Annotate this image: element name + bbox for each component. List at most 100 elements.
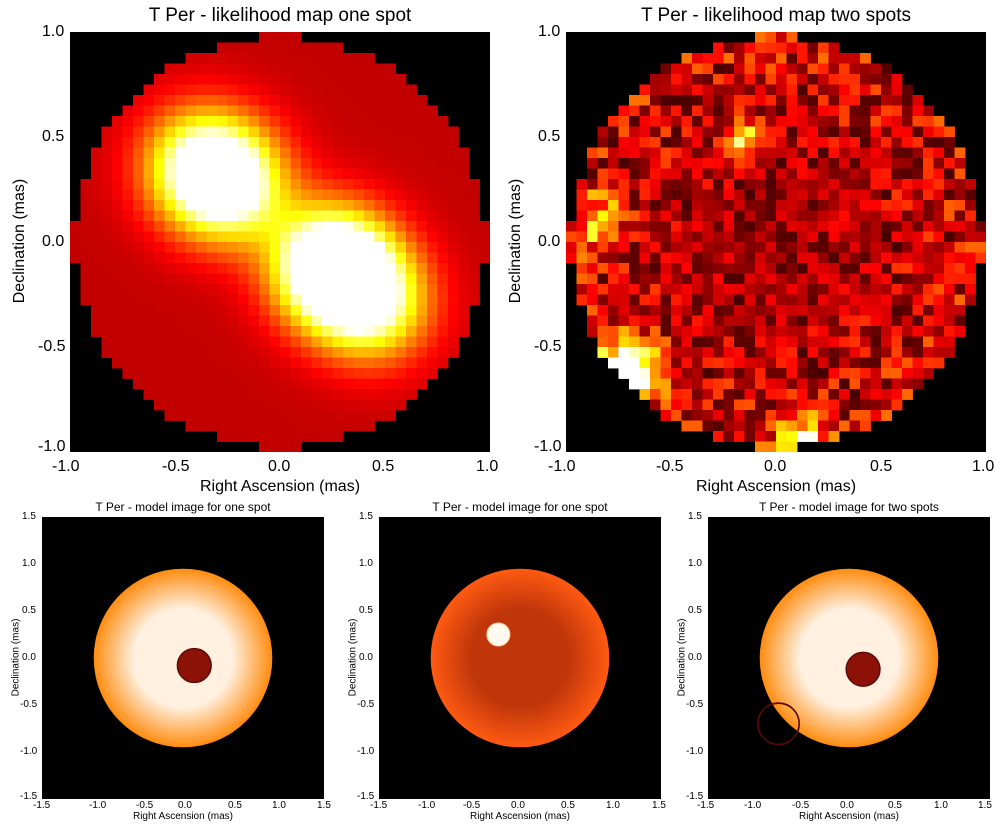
heatmap-cell <box>860 263 871 274</box>
heatmap-cell <box>933 116 945 127</box>
heatmap-cell <box>765 158 777 169</box>
heatmap-cell <box>217 168 228 180</box>
heatmap-cell <box>122 294 134 306</box>
heatmap-cell <box>828 221 840 232</box>
heatmap-cell <box>818 63 829 75</box>
heatmap-cell <box>364 284 375 295</box>
heatmap-cell <box>681 284 693 295</box>
heatmap-cell <box>248 137 260 148</box>
heatmap-cell <box>448 242 459 253</box>
heatmap-cell <box>280 441 291 452</box>
heatmap-cell <box>881 284 892 295</box>
heatmap-cell <box>416 357 428 369</box>
heatmap-cell <box>692 137 703 148</box>
heatmap-cell <box>248 210 260 222</box>
heatmap-cell <box>881 368 892 379</box>
x-axis-label: Right Ascension (mas) <box>469 811 571 822</box>
heatmap-cell <box>122 357 134 369</box>
heatmap-cell <box>713 53 724 64</box>
star-spot <box>845 651 881 687</box>
heatmap-cell <box>881 126 892 138</box>
heatmap-cell <box>427 284 438 295</box>
heatmap-cell <box>755 294 766 306</box>
heatmap-cell <box>870 116 882 127</box>
heatmap-cell <box>723 357 735 369</box>
heatmap-cell <box>290 336 302 348</box>
chart-title: T Per - likelihood map one spot <box>148 5 412 26</box>
heatmap-cell <box>776 305 787 316</box>
heatmap-cell <box>776 294 787 306</box>
heatmap-cell <box>175 368 186 379</box>
heatmap-cell <box>797 389 808 400</box>
heatmap-cell <box>311 368 323 379</box>
heatmap-cell <box>650 305 661 316</box>
heatmap-cell <box>818 137 829 148</box>
heatmap-cell <box>849 378 861 390</box>
heatmap-cell <box>639 284 651 295</box>
heatmap-cell <box>828 252 840 264</box>
heatmap-cell <box>175 273 186 285</box>
heatmap-cell <box>671 273 682 285</box>
heatmap-cell <box>143 189 155 201</box>
heatmap-cell <box>608 305 619 316</box>
heatmap-cell <box>343 231 354 243</box>
heatmap-cell <box>406 168 417 180</box>
heatmap-cell <box>217 221 228 232</box>
heatmap-cell <box>406 305 417 316</box>
heatmap-cell <box>765 210 777 222</box>
x-tick-label: 1.0 <box>272 800 286 811</box>
heatmap-cell <box>227 389 239 400</box>
heatmap-cell <box>786 158 798 169</box>
heatmap-cell <box>143 210 155 222</box>
heatmap-cell <box>944 231 955 243</box>
heatmap-cell <box>660 252 672 264</box>
heatmap-cell <box>818 431 829 442</box>
heatmap-cell <box>238 336 249 348</box>
heatmap-cell <box>902 116 913 127</box>
heatmap-cell <box>458 179 470 190</box>
heatmap-cell <box>374 126 386 138</box>
heatmap-cell <box>353 231 365 243</box>
heatmap-cell <box>301 284 312 295</box>
model-image-plot <box>42 517 324 799</box>
heatmap-cell <box>702 200 714 211</box>
heatmap-cell <box>112 273 123 285</box>
heatmap-cell <box>385 336 396 348</box>
heatmap-cell <box>702 105 714 117</box>
heatmap-cell <box>416 284 428 295</box>
heatmap-cell <box>839 389 850 400</box>
heatmap-cell <box>448 137 459 148</box>
heatmap-cell <box>227 53 239 64</box>
heatmap-cell <box>671 347 682 358</box>
heatmap-cell <box>618 294 630 306</box>
heatmap-cell <box>629 368 640 379</box>
heatmap-cell <box>448 200 459 211</box>
heatmap-cell <box>259 441 270 452</box>
model-image-svg <box>93 568 273 748</box>
heatmap-cell <box>301 389 312 400</box>
heatmap-cell <box>891 252 903 264</box>
heatmap-cell <box>311 420 323 432</box>
heatmap-cell <box>713 126 724 138</box>
heatmap-cell <box>311 179 323 190</box>
heatmap-cell <box>406 147 417 159</box>
heatmap-cell <box>385 284 396 295</box>
heatmap-cell <box>332 63 344 75</box>
heatmap-cell <box>765 221 777 232</box>
heatmap-cell <box>692 158 703 169</box>
heatmap-cell <box>881 116 892 127</box>
heatmap-cell <box>248 284 260 295</box>
heatmap-cell <box>206 210 218 222</box>
heatmap-cell <box>597 305 609 316</box>
heatmap-cell <box>912 95 924 106</box>
heatmap-cell <box>744 210 756 222</box>
heatmap-cell <box>818 231 829 243</box>
heatmap-cell <box>427 231 438 243</box>
heatmap-cell <box>681 53 693 64</box>
heatmap-cell <box>406 347 417 358</box>
heatmap-cell <box>671 284 682 295</box>
heatmap-cell <box>734 284 745 295</box>
heatmap-cell <box>437 284 449 295</box>
heatmap-cell <box>786 378 798 390</box>
heatmap-cell <box>290 189 302 201</box>
